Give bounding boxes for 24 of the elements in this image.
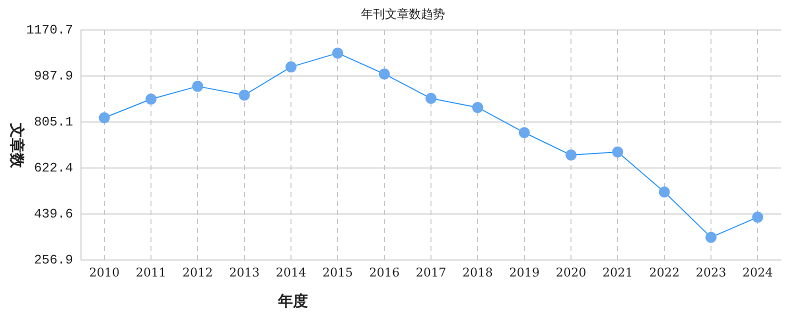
y-tick-label: 622.4 (34, 160, 74, 176)
x-tick-label: 2019 (509, 265, 540, 280)
x-tick-label: 2014 (276, 265, 307, 280)
x-tick-label: 2021 (602, 265, 633, 280)
x-axis-title: 年度 (278, 292, 308, 311)
x-tick-label: 2015 (322, 265, 353, 280)
y-tick-label: 1170.7 (26, 22, 73, 38)
x-tick-label: 2020 (556, 265, 586, 280)
y-tick-label: 439.6 (34, 206, 73, 222)
x-tick-label: 2012 (182, 265, 213, 280)
x-tick-label: 2023 (696, 265, 726, 280)
x-tick-label: 2022 (649, 265, 680, 280)
x-tick-label: 2016 (369, 265, 400, 280)
x-tick-label: 2013 (229, 265, 260, 280)
x-tick-label: 2010 (89, 265, 120, 280)
x-tick-label: 2017 (416, 265, 446, 280)
x-tick-label: 2018 (462, 265, 493, 280)
y-axis-title: 文章数 (7, 123, 26, 168)
x-tick-label: 2011 (136, 265, 166, 280)
y-tick-label: 987.9 (34, 68, 73, 84)
y-tick-label: 805.1 (34, 114, 74, 130)
x-tick-label: 2024 (742, 265, 774, 280)
y-tick-label: 256.9 (34, 252, 73, 268)
chart-title: 年刊文章数趋势 (360, 6, 446, 23)
